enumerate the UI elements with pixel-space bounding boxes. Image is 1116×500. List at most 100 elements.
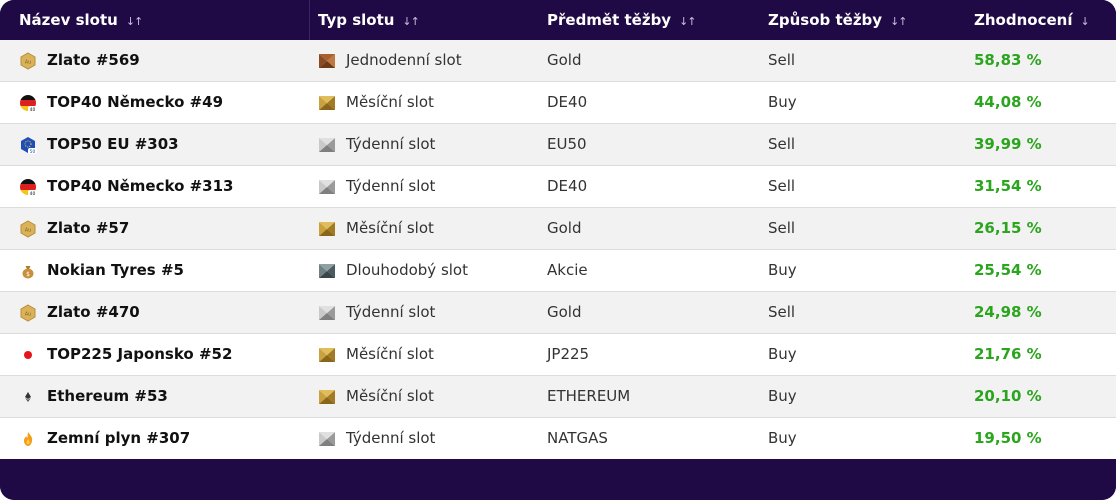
table-body: Au Zlato #569 Jednodenní slot Gold Sell 58,83… — [0, 40, 1116, 459]
mining-method: Buy — [768, 345, 797, 363]
slot-name[interactable]: TOP40 Německo #49 — [47, 93, 224, 111]
gold-slot-icon — [318, 346, 336, 364]
mining-method: Buy — [768, 429, 797, 447]
mining-method: Sell — [768, 303, 796, 321]
slot-type: Týdenní slot — [346, 429, 436, 447]
appreciation-value: 26,15 % — [974, 219, 1042, 237]
table-row[interactable]: $ Nokian Tyres #5 Dlouhodobý slot Akcie Buy 2… — [0, 250, 1116, 292]
slot-name[interactable]: TOP40 Německo #313 — [47, 177, 234, 195]
money-bag-icon: $ — [19, 262, 37, 280]
slot-name[interactable]: Zemní plyn #307 — [47, 429, 191, 447]
table-row[interactable]: 40 TOP40 Německo #49 Měsíční slot DE40 Buy 44… — [0, 82, 1116, 124]
slot-type: Měsíční slot — [346, 93, 434, 111]
sort-icon: ↓↑ — [125, 15, 143, 28]
sort-icon: ↓↑ — [679, 15, 696, 28]
column-header-subject-label: Předmět těžby — [547, 11, 672, 29]
appreciation-value: 58,83 % — [974, 51, 1042, 69]
svg-text:Au: Au — [25, 312, 32, 318]
gold-slot-icon — [318, 220, 336, 238]
silver-slot-icon — [318, 304, 336, 322]
silver-slot-icon — [318, 430, 336, 448]
slot-name[interactable]: Zlato #470 — [47, 303, 140, 321]
gold-coin-icon: Au — [19, 220, 37, 238]
slot-name[interactable]: Ethereum #53 — [47, 387, 168, 405]
column-header-subject[interactable]: Předmět těžby ↓↑ — [547, 0, 697, 40]
mining-method: Sell — [768, 177, 796, 195]
slot-type: Dlouhodobý slot — [346, 261, 468, 279]
slot-name[interactable]: Zlato #57 — [47, 219, 130, 237]
slot-type: Jednodenní slot — [346, 51, 462, 69]
eu-flag-icon: 50 — [19, 136, 37, 155]
gold-coin-icon: Au — [19, 304, 37, 322]
bronze-slot-icon — [318, 52, 336, 70]
slot-type: Měsíční slot — [346, 345, 434, 363]
slot-name[interactable]: TOP225 Japonsko #52 — [47, 345, 233, 363]
svg-text:40: 40 — [30, 191, 36, 196]
mining-subject: Gold — [547, 303, 582, 321]
sort-desc-icon: ↓ — [1080, 15, 1089, 28]
slot-name[interactable]: Nokian Tyres #5 — [47, 261, 184, 279]
silver-slot-icon — [318, 136, 336, 154]
appreciation-value: 20,10 % — [974, 387, 1042, 405]
column-header-method[interactable]: Způsob těžby ↓↑ — [768, 0, 908, 40]
appreciation-value: 21,76 % — [974, 345, 1042, 363]
slot-name[interactable]: Zlato #569 — [47, 51, 140, 69]
mining-method: Buy — [768, 93, 797, 111]
svg-text:$: $ — [26, 271, 30, 278]
column-header-name[interactable]: Název slotu ↓↑ — [19, 0, 143, 40]
column-header-name-label: Název slotu — [19, 11, 118, 29]
mining-subject: DE40 — [547, 93, 588, 111]
table-row[interactable]: 40 TOP40 Německo #313 Týdenní slot DE40 Sell… — [0, 166, 1116, 208]
table-row[interactable]: Ethereum #53 Měsíční slot ETHEREUM Buy 20,10… — [0, 376, 1116, 418]
slot-type: Týdenní slot — [346, 135, 436, 153]
table-row[interactable]: Zemní plyn #307 Týdenní slot NATGAS Buy 19,5… — [0, 418, 1116, 459]
table-row[interactable]: Au Zlato #569 Jednodenní slot Gold Sell 58,83… — [0, 40, 1116, 82]
table-row[interactable]: TOP225 Japonsko #52 Měsíční slot JP225 Buy 2… — [0, 334, 1116, 376]
sort-icon: ↓↑ — [890, 15, 907, 28]
svg-text:Au: Au — [25, 60, 32, 66]
mining-method: Sell — [768, 219, 796, 237]
mining-method: Sell — [768, 51, 796, 69]
column-header-value-label: Zhodnocení — [974, 11, 1073, 29]
table-row[interactable]: 50 TOP50 EU #303 Týdenní slot EU50 Sell 39,99… — [0, 124, 1116, 166]
column-header-method-label: Způsob těžby — [768, 11, 883, 29]
svg-text:Au: Au — [25, 228, 32, 234]
appreciation-value: 19,50 % — [974, 429, 1042, 447]
mining-subject: JP225 — [547, 345, 590, 363]
appreciation-value: 24,98 % — [974, 303, 1042, 321]
appreciation-value: 44,08 % — [974, 93, 1042, 111]
appreciation-value: 25,54 % — [974, 261, 1042, 279]
platinum-slot-icon — [318, 262, 336, 280]
germany-flag-icon: 40 — [19, 94, 37, 113]
flame-icon — [19, 430, 37, 448]
mining-subject: Akcie — [547, 261, 588, 279]
slot-type: Měsíční slot — [346, 219, 434, 237]
table-row[interactable]: Au Zlato #470 Týdenní slot Gold Sell 24,98 % — [0, 292, 1116, 334]
mining-method: Buy — [768, 387, 797, 405]
mining-subject: Gold — [547, 51, 582, 69]
slot-type: Týdenní slot — [346, 177, 436, 195]
mining-subject: DE40 — [547, 177, 588, 195]
table-footer — [0, 459, 1116, 500]
mining-subject: EU50 — [547, 135, 587, 153]
gold-slot-icon — [318, 94, 336, 112]
silver-slot-icon — [318, 178, 336, 196]
mining-subject: NATGAS — [547, 429, 608, 447]
table-row[interactable]: Au Zlato #57 Měsíční slot Gold Sell 26,15 % — [0, 208, 1116, 250]
germany-flag-icon: 40 — [19, 178, 37, 197]
table-header: Název slotu ↓↑ Typ slotu ↓↑ Předmět těžby ↓… — [0, 0, 1116, 40]
svg-text:50: 50 — [30, 149, 36, 154]
slot-type: Týdenní slot — [346, 303, 436, 321]
mining-subject: ETHEREUM — [547, 387, 631, 405]
sort-icon: ↓↑ — [402, 15, 419, 28]
mining-method: Sell — [768, 135, 796, 153]
ethereum-icon — [19, 388, 37, 406]
column-header-type[interactable]: Typ slotu ↓↑ — [318, 0, 420, 40]
column-header-value[interactable]: Zhodnocení ↓ — [974, 0, 1090, 40]
slot-name[interactable]: TOP50 EU #303 — [47, 135, 179, 153]
mining-method: Buy — [768, 261, 797, 279]
column-header-type-label: Typ slotu — [318, 11, 395, 29]
slot-type: Měsíční slot — [346, 387, 434, 405]
appreciation-value: 39,99 % — [974, 135, 1042, 153]
